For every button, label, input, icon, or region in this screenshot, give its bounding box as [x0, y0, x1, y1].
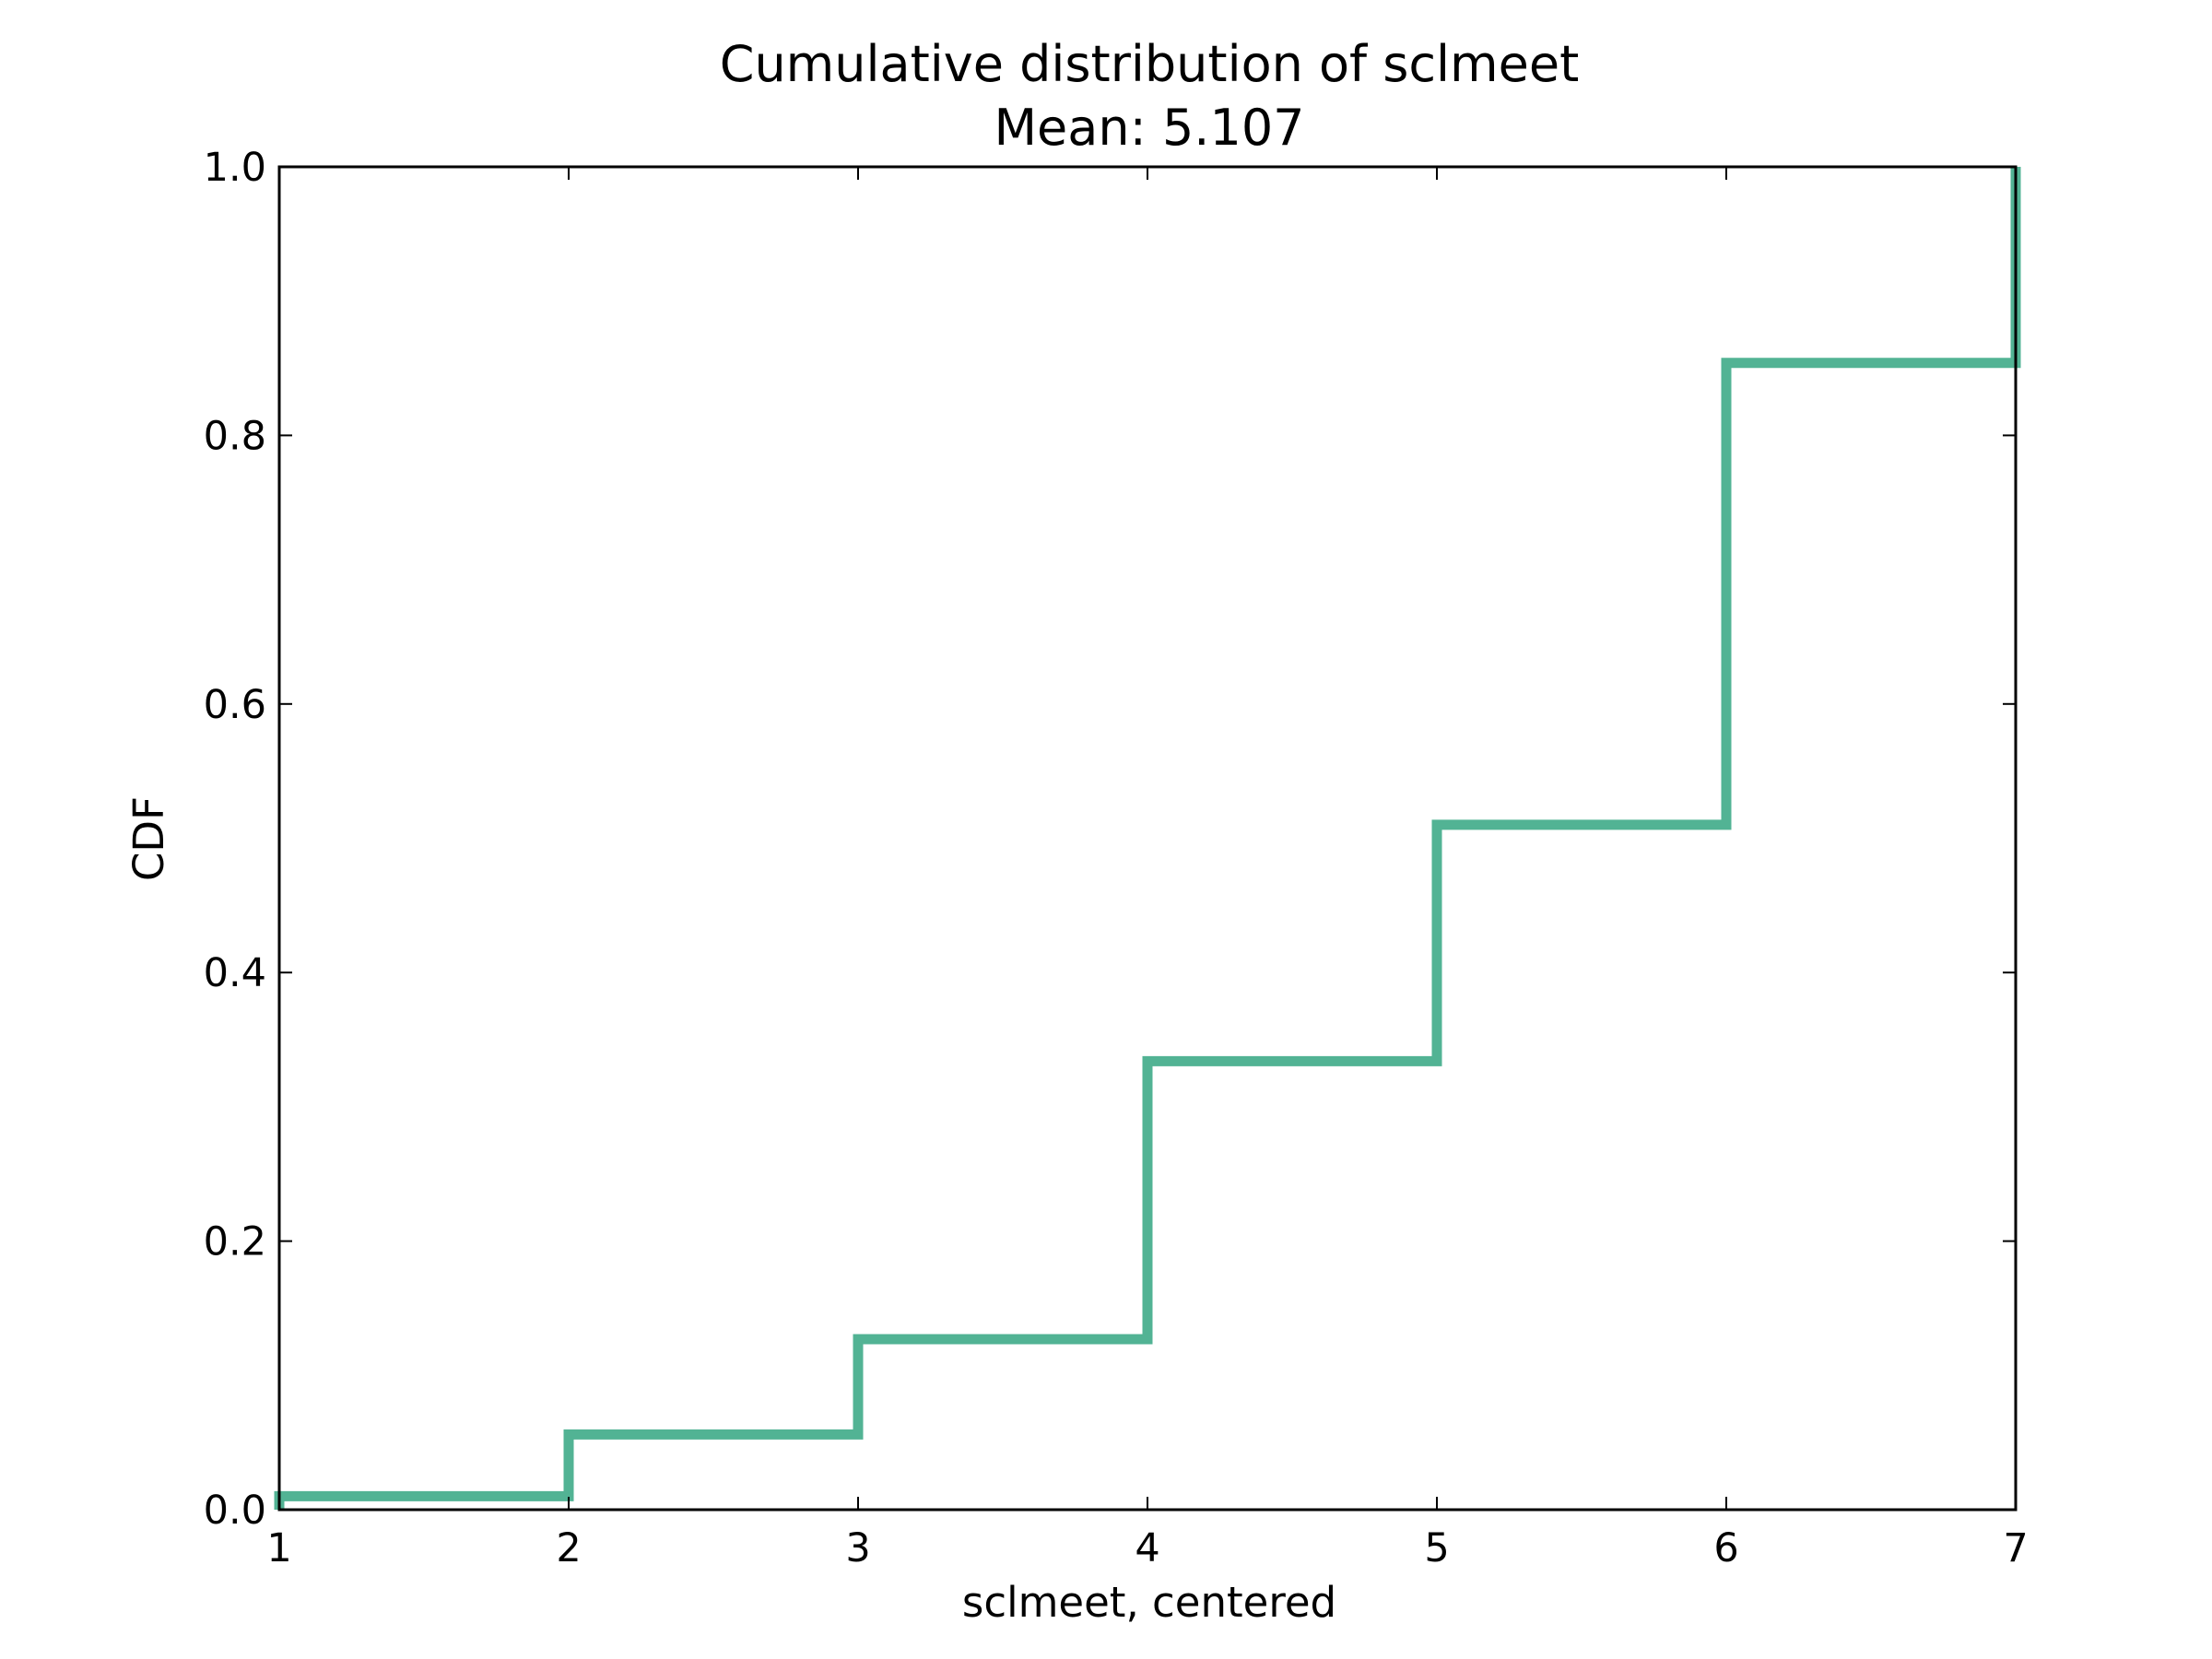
y-tick-label: 0.6 — [204, 682, 266, 728]
y-tick-label: 0.8 — [204, 413, 266, 459]
x-tick-label: 6 — [1713, 1525, 1738, 1571]
y-tick-label: 0.0 — [204, 1488, 266, 1534]
plot-area-frame — [277, 165, 2018, 1512]
y-tick-label: 0.4 — [204, 950, 266, 996]
cdf-step-line — [274, 167, 2021, 1510]
x-tick-label: 1 — [266, 1525, 291, 1571]
x-tick-label: 4 — [1135, 1525, 1159, 1571]
chart-title: Cumulative distribution of sclmeet — [720, 35, 1580, 93]
y-axis-label: CDF — [124, 796, 173, 881]
y-tick-label: 0.2 — [204, 1219, 266, 1265]
x-tick-label: 2 — [556, 1525, 581, 1571]
y-tick-label: 1.0 — [204, 145, 266, 191]
ticks-layer: 1 2 3 4 5 6 7 0.0 0.2 0.4 0.6 0.8 1.0 — [204, 145, 2029, 1571]
x-axis-label: sclmeet, centered — [962, 1578, 1336, 1627]
chart-subtitle: Mean: 5.107 — [994, 99, 1304, 157]
x-tick-label: 5 — [1424, 1525, 1449, 1571]
series-layer — [274, 167, 2021, 1510]
x-tick-label: 3 — [845, 1525, 870, 1571]
x-tick-label: 7 — [2003, 1525, 2028, 1571]
